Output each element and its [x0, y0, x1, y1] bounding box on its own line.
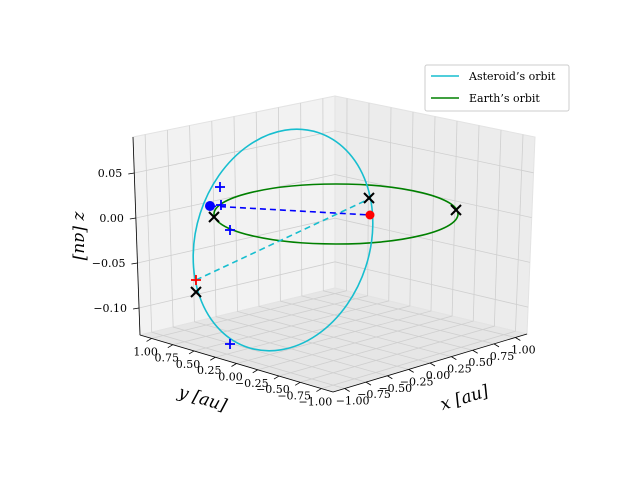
x-tick-label: 1.00: [511, 343, 536, 356]
z-tick-label: −0.10: [93, 302, 127, 315]
cross-marker: [363, 192, 375, 204]
x-tick: [515, 337, 521, 341]
x-grid-line: [255, 111, 452, 358]
x-tick-label: −0.25: [400, 375, 434, 388]
cross-markers: [190, 192, 462, 298]
y-tick-label: −0.75: [277, 389, 311, 402]
earth-orbit-line: [213, 183, 459, 245]
asteroid-orbit-line: [192, 128, 374, 352]
y-tick-label: 0.00: [218, 371, 243, 384]
legend: Asteroid’s orbit Earth’s orbit: [424, 64, 570, 112]
y-grid-line: [321, 134, 524, 389]
y-tick: [316, 388, 322, 392]
y-tick-label: 1.00: [133, 345, 158, 358]
legend-label-earth: Earth’s orbit: [469, 92, 540, 105]
z-axis-label: z [au]: [70, 211, 90, 261]
line-of-nodes: [195, 198, 370, 281]
z-tick: [128, 172, 135, 175]
x-tick-label: 0.75: [490, 350, 515, 363]
y-grid-line: [151, 98, 348, 339]
x-tick: [472, 349, 478, 354]
x-tick: [493, 343, 500, 348]
x-tick-label: −0.50: [378, 382, 412, 395]
x-axis-label: x [au]: [438, 381, 491, 415]
y-tick: [294, 381, 301, 386]
cross-marker: [190, 286, 202, 298]
tick-labels: −1.00−0.75−0.50−0.250.000.250.500.751.00…: [92, 167, 536, 409]
cross-marker: [208, 211, 220, 223]
z-tick: [132, 307, 140, 310]
y-tick-label: −0.25: [235, 377, 269, 390]
y-tick-label: 0.50: [176, 358, 201, 371]
y-tick: [146, 338, 152, 342]
x-tick: [344, 388, 350, 392]
z-tick-label: 0.05: [98, 167, 123, 180]
x-grid-line: [278, 107, 473, 351]
z-axis-line: [132, 136, 141, 336]
z-tick: [131, 262, 138, 265]
tick-marks: [128, 172, 521, 392]
legend-label-asteroid: Asteroid’s orbit: [468, 70, 556, 83]
z-tick-label: −0.05: [92, 257, 126, 270]
z-tick-label: 0.00: [99, 212, 124, 225]
asteroid-sun-line: [209, 205, 371, 216]
x-grid-line: [300, 102, 495, 345]
y-grid-line: [172, 102, 370, 346]
z-grid-line: [137, 217, 530, 264]
x-tick-label: 0.00: [426, 369, 451, 382]
x-tick-label: 0.25: [447, 363, 472, 376]
y-tick: [167, 344, 174, 349]
y-tick-label: 0.75: [155, 352, 180, 365]
y-tick: [210, 356, 216, 361]
y-grid-line: [193, 107, 392, 352]
z-grid-line: [135, 174, 532, 219]
y-tick-label: −0.50: [256, 383, 290, 396]
x-tick: [451, 356, 457, 360]
x-tick-label: −1.00: [336, 395, 370, 408]
y-axis-label: y [au]: [175, 382, 229, 416]
x-tick: [429, 362, 436, 367]
x-tick-label: −0.75: [357, 388, 391, 401]
legend-box: [424, 64, 570, 112]
z-tick: [129, 217, 136, 220]
y-grid-line: [215, 111, 414, 358]
grid-lines: [134, 98, 534, 389]
cross-marker: [450, 204, 462, 216]
x-grid-line: [322, 98, 516, 338]
y-grid-line: [278, 125, 480, 377]
x-tick: [387, 375, 393, 380]
x-tick-label: 0.50: [468, 356, 493, 369]
x-grid-line: [189, 125, 388, 377]
y-tick: [188, 350, 195, 355]
z-grid-line: [134, 130, 534, 174]
asteroid-marker: [205, 201, 215, 211]
x-grid-line: [144, 134, 345, 389]
y-grid-line: [257, 120, 458, 371]
y-grid-line: [236, 116, 436, 364]
y-grid-line: [300, 130, 502, 383]
x-grid-line: [211, 121, 409, 370]
y-tick-label: 0.25: [197, 364, 222, 377]
z-grid-line: [138, 261, 529, 309]
plus-markers: [191, 182, 235, 349]
y-tick-label: −1.00: [299, 396, 333, 409]
y-tick: [252, 369, 258, 374]
y-tick: [273, 375, 280, 380]
sun-marker: [365, 210, 375, 220]
x-tick: [365, 381, 372, 386]
x-grid-line: [233, 116, 431, 364]
x-tick: [408, 369, 414, 373]
y-tick: [231, 363, 237, 367]
x-grid-line: [166, 130, 367, 383]
